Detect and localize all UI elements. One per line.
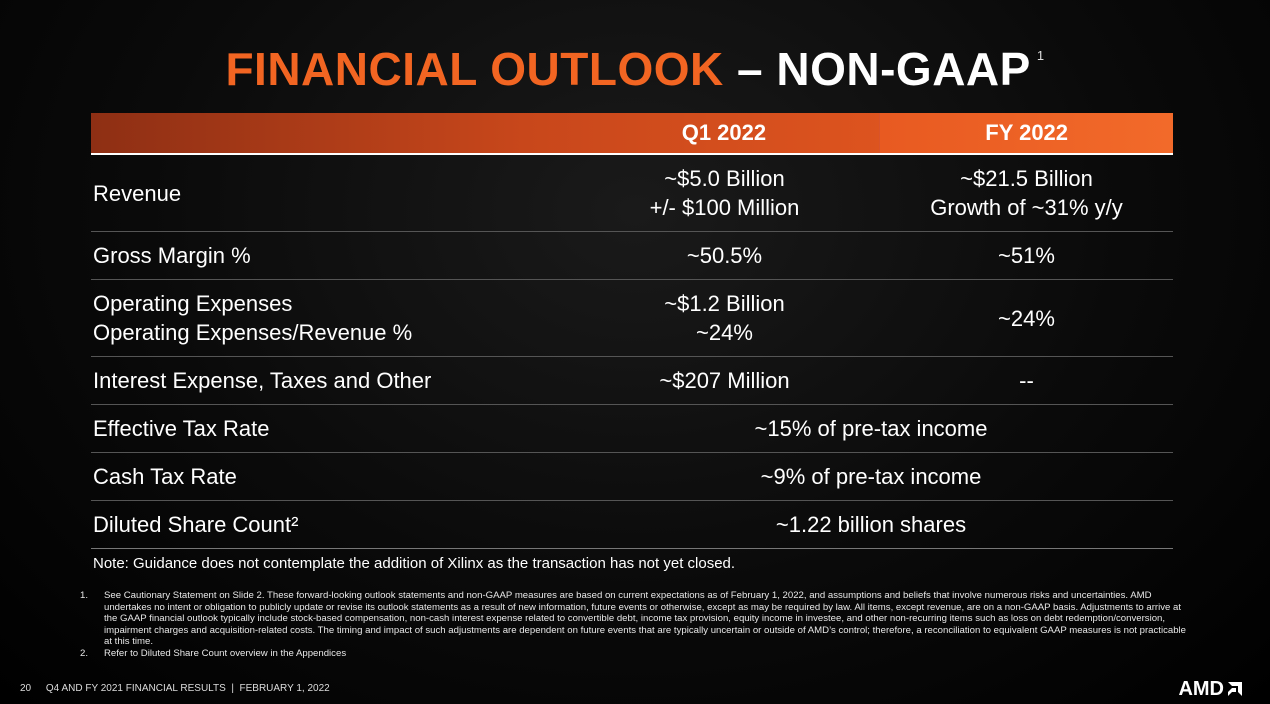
row-label: Cash Tax Rate bbox=[93, 464, 237, 489]
q1-value-line2: +/- $100 Million bbox=[649, 195, 800, 220]
row-label: Revenue bbox=[93, 180, 182, 206]
footnote-text: See Cautionary Statement on Slide 2. The… bbox=[104, 590, 1187, 648]
footnote-text: Refer to Diluted Share Count overview in… bbox=[104, 647, 347, 659]
q1-value: ~$207 Million bbox=[659, 368, 790, 393]
guidance-note: Note: Guidance does not contemplate the … bbox=[93, 555, 736, 572]
footnotes: 1. See Cautionary Statement on Slide 2. … bbox=[80, 590, 1190, 660]
span-value: ~1.22 billion shares bbox=[775, 512, 967, 537]
row-label: Interest Expense, Taxes and Other bbox=[93, 368, 432, 393]
title-main: FINANCIAL OUTLOOK bbox=[225, 43, 724, 95]
table-row-revenue: Revenue ~$5.0 Billion +/- $100 Million ~… bbox=[91, 155, 1173, 232]
amd-logo: AMD bbox=[1178, 678, 1242, 701]
outlook-table: Q1 2022 FY 2022 Revenue ~$5.0 Billion +/… bbox=[91, 113, 1174, 549]
row-label: Effective Tax Rate bbox=[93, 416, 270, 441]
header-fy: FY 2022 bbox=[880, 113, 1174, 153]
table-row-opex: Operating Expenses Operating Expenses/Re… bbox=[91, 280, 1173, 357]
q1-value-line1: ~$5.0 Billion bbox=[664, 166, 785, 191]
page-title: FINANCIAL OUTLOOK – NON-GAAP 1 bbox=[0, 42, 1270, 96]
table-row-interest: Interest Expense, Taxes and Other ~$207 … bbox=[91, 357, 1173, 405]
table-header: Q1 2022 FY 2022 bbox=[91, 113, 1174, 155]
table-row-cash-tax: Cash Tax Rate ~9% of pre-tax income bbox=[91, 453, 1173, 501]
row-label: Diluted Share Count² bbox=[93, 512, 299, 537]
fy-value: ~24% bbox=[998, 305, 1055, 331]
footnote-item: 1. See Cautionary Statement on Slide 2. … bbox=[80, 590, 1190, 648]
row-label-line1: Operating Expenses bbox=[93, 291, 293, 316]
q1-value-line2: ~24% bbox=[696, 320, 753, 345]
header-blank bbox=[91, 113, 569, 153]
fy-value-line2: Growth of ~31% y/y bbox=[930, 195, 1123, 220]
logo-text: AMD bbox=[1178, 678, 1224, 700]
fy-value-line1: ~$21.5 Billion bbox=[960, 166, 1093, 191]
span-value: ~15% of pre-tax income bbox=[754, 416, 988, 441]
fy-value: ~$21.5 Billion Growth of ~31% y/y bbox=[880, 164, 1173, 222]
span-value: ~9% of pre-tax income bbox=[760, 464, 982, 489]
row-label-line2: Operating Expenses/Revenue % bbox=[93, 320, 413, 345]
q1-value: ~50.5% bbox=[686, 243, 763, 268]
fy-value: -- bbox=[1019, 368, 1034, 393]
q1-value-line1: ~$1.2 Billion bbox=[664, 291, 785, 316]
footer-text: Q4 AND FY 2021 FINANCIAL RESULTS | FEBRU… bbox=[45, 683, 330, 694]
footnote-number: 1. bbox=[80, 590, 89, 601]
amd-arrow-icon bbox=[1228, 681, 1242, 696]
footnote-item: 2. Refer to Diluted Share Count overview… bbox=[80, 648, 1190, 660]
q1-value: ~$5.0 Billion +/- $100 Million bbox=[569, 164, 880, 222]
row-label: Operating Expenses Operating Expenses/Re… bbox=[91, 289, 569, 347]
table-row-gross-margin: Gross Margin % ~50.5% ~51% bbox=[91, 232, 1173, 280]
table-row-diluted-shares: Diluted Share Count² ~1.22 billion share… bbox=[91, 501, 1173, 549]
title-sub: – NON-GAAP bbox=[737, 43, 1031, 95]
title-footnote-ref: 1 bbox=[1036, 48, 1045, 63]
row-label: Gross Margin % bbox=[93, 243, 251, 268]
header-q1: Q1 2022 bbox=[569, 113, 881, 153]
q1-value: ~$1.2 Billion ~24% bbox=[569, 289, 880, 347]
fy-value: ~51% bbox=[998, 243, 1055, 268]
slide-footer: 20 Q4 AND FY 2021 FINANCIAL RESULTS | FE… bbox=[20, 683, 330, 694]
page-number: 20 bbox=[20, 683, 32, 694]
footnote-number: 2. bbox=[80, 647, 89, 659]
table-row-effective-tax: Effective Tax Rate ~15% of pre-tax incom… bbox=[91, 405, 1173, 453]
